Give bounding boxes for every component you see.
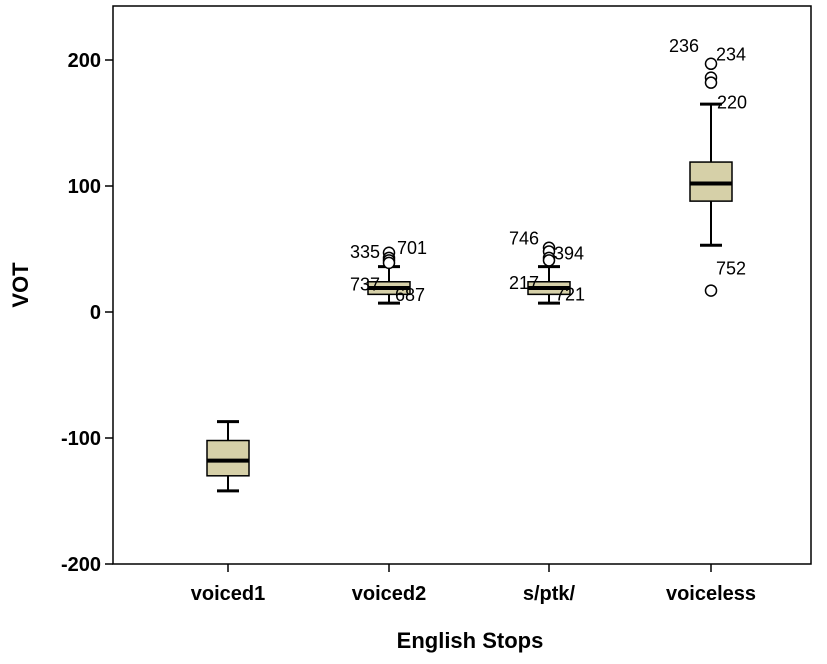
y-axis-ticks: -200 -100 0 100 200 (61, 50, 113, 576)
outlier-label: 234 (716, 45, 746, 65)
outlier-point (704, 284, 718, 297)
outlier-label: 752 (716, 259, 746, 279)
x-tick-label: s/ptk/ (523, 583, 576, 605)
outlier-label: 737 (350, 274, 380, 294)
x-axis-title: English Stops (397, 628, 544, 653)
x-tick-label: voiceless (666, 583, 756, 605)
outlier-label: 701 (397, 238, 427, 258)
y-tick-label: -200 (61, 554, 101, 576)
plot-area (112, 5, 812, 565)
outlier-label: 236 (669, 36, 699, 56)
box-group (206, 420, 250, 493)
box-group: 746 394 217 721 (509, 229, 585, 305)
outlier-point (542, 254, 556, 267)
outlier-label: 687 (395, 285, 425, 305)
outlier-label: 220 (717, 93, 747, 113)
box-series: 335 701 737 687 746 394 217 721 236 234 220 752 (206, 36, 747, 493)
x-axis-ticks: voiced1 voiced2 s/ptk/voiceless (191, 564, 756, 605)
y-tick-label: -100 (61, 428, 101, 450)
outlier-point (382, 256, 396, 270)
outlier-label: 721 (555, 284, 585, 304)
x-tick-label: voiced2 (352, 583, 426, 605)
outlier-point (704, 57, 718, 71)
y-tick-label: 100 (68, 176, 101, 198)
y-tick-label: 0 (90, 302, 101, 324)
y-axis-title: VOT (8, 262, 33, 308)
outlier-label: 746 (509, 229, 539, 249)
box-iqr (206, 439, 250, 477)
outlier-point (704, 76, 718, 89)
box-group: 335 701 737 687 (350, 238, 427, 305)
outlier-label: 335 (350, 242, 380, 262)
x-tick-label: voiced1 (191, 583, 265, 605)
outlier-label: 394 (554, 244, 584, 264)
outlier-label: 217 (509, 273, 539, 293)
box-group: 236 234 220 752 (669, 36, 747, 297)
y-tick-label: 200 (68, 50, 101, 72)
